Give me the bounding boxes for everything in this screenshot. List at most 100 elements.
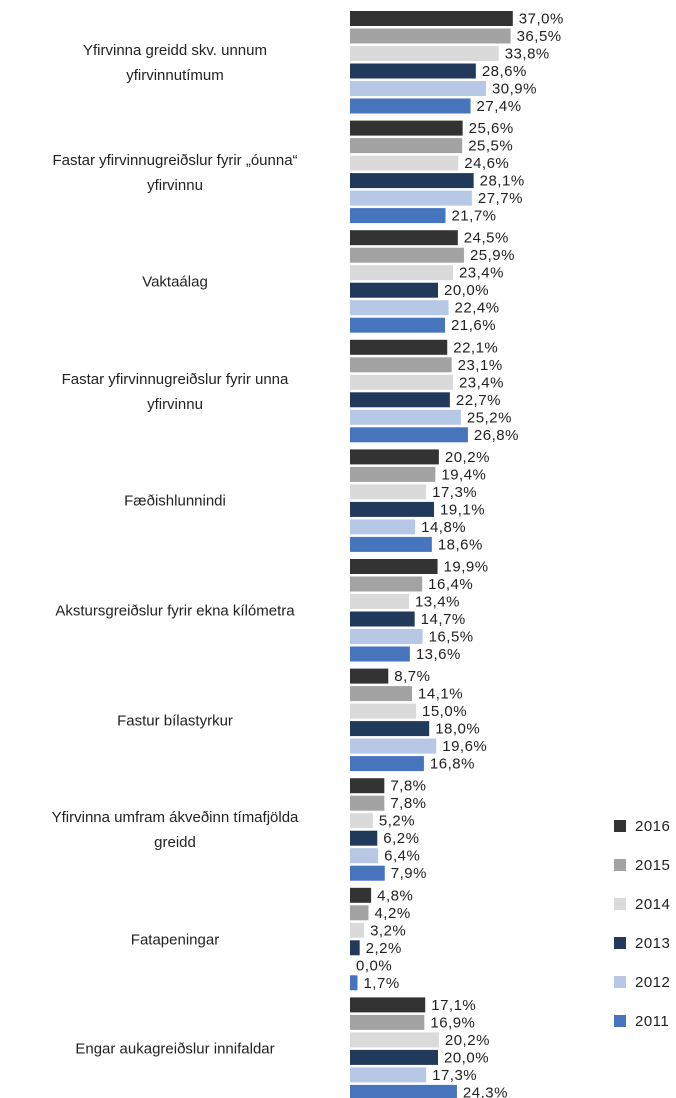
bar bbox=[350, 484, 427, 500]
value-label: 27,4% bbox=[477, 98, 522, 115]
value-label: 2,2% bbox=[366, 940, 402, 957]
category-label: Fastur bílastyrkur bbox=[117, 712, 233, 730]
value-label: 21,6% bbox=[451, 317, 496, 334]
bar bbox=[350, 282, 438, 298]
value-label: 18,6% bbox=[438, 536, 483, 553]
value-label: 36,5% bbox=[517, 28, 562, 45]
value-label: 6,2% bbox=[383, 830, 419, 847]
bar bbox=[350, 997, 426, 1013]
bar bbox=[350, 449, 439, 465]
value-label: 22,1% bbox=[453, 339, 498, 356]
bar bbox=[350, 409, 461, 425]
bar bbox=[350, 721, 430, 737]
bar bbox=[350, 975, 358, 991]
value-label: 16,5% bbox=[429, 628, 474, 645]
bar bbox=[350, 940, 360, 956]
bar bbox=[350, 339, 448, 355]
bar bbox=[350, 576, 423, 592]
value-label: 6,4% bbox=[384, 848, 420, 865]
bar bbox=[350, 905, 369, 921]
value-label: 26,8% bbox=[474, 427, 519, 444]
value-label: 23,4% bbox=[459, 374, 504, 391]
legend-label: 2016 bbox=[635, 818, 670, 835]
value-label: 8,7% bbox=[394, 668, 430, 685]
value-label: 7,8% bbox=[390, 795, 426, 812]
legend-swatch bbox=[614, 937, 626, 949]
category-label: Fatapeningar bbox=[130, 931, 220, 949]
value-label: 16,9% bbox=[430, 1014, 475, 1031]
value-label: 0,0% bbox=[356, 957, 392, 974]
category-label: Fæðishlunnindi bbox=[124, 492, 226, 510]
legend-label: 2013 bbox=[635, 935, 670, 952]
value-label: 7,9% bbox=[391, 865, 427, 882]
bar bbox=[350, 611, 415, 627]
value-label: 33,8% bbox=[505, 45, 550, 62]
bar bbox=[350, 28, 511, 44]
value-label: 14,8% bbox=[421, 519, 466, 536]
value-label: 17,3% bbox=[432, 484, 477, 501]
bar bbox=[350, 392, 450, 408]
value-label: 16,4% bbox=[428, 576, 473, 593]
value-label: 16,8% bbox=[430, 756, 475, 773]
bar bbox=[350, 501, 435, 517]
value-label: 37,0% bbox=[519, 10, 564, 27]
bar bbox=[350, 265, 453, 281]
value-label: 17,3% bbox=[432, 1067, 477, 1084]
value-label: 20,0% bbox=[444, 282, 489, 299]
value-label: 23,1% bbox=[458, 357, 503, 374]
bar bbox=[350, 230, 458, 246]
bar bbox=[350, 536, 432, 552]
bar bbox=[350, 629, 423, 644]
bar bbox=[350, 11, 513, 26]
value-label: 4,8% bbox=[377, 887, 413, 904]
bar bbox=[350, 357, 452, 373]
value-label: 30,9% bbox=[492, 80, 537, 97]
category-label: Engar aukagreiðslur innifaldar bbox=[75, 1040, 275, 1058]
value-label: 20,2% bbox=[445, 449, 490, 466]
bar bbox=[350, 300, 449, 316]
value-label: 22,4% bbox=[455, 300, 500, 317]
bar bbox=[350, 922, 365, 938]
value-label: 19,1% bbox=[440, 501, 485, 518]
bar bbox=[350, 190, 472, 206]
value-label: 21,7% bbox=[451, 208, 496, 225]
category-label: Vaktaálag bbox=[142, 273, 208, 291]
bar bbox=[350, 138, 463, 154]
bar bbox=[350, 830, 378, 846]
category-label: Akstursgreiðslur fyrir ekna kílómetra bbox=[55, 602, 295, 620]
value-label: 24,6% bbox=[464, 155, 509, 172]
value-label: 25,9% bbox=[470, 247, 515, 264]
bar bbox=[350, 1014, 425, 1030]
value-label: 19,4% bbox=[441, 466, 486, 483]
value-label: 23,4% bbox=[459, 265, 504, 282]
category-label: Fastar yfirvinnugreiðslur fyrir unna yfi… bbox=[61, 370, 289, 413]
value-label: 20,0% bbox=[444, 1049, 489, 1066]
value-label: 15,0% bbox=[422, 703, 467, 720]
bar bbox=[350, 848, 379, 864]
bar bbox=[350, 427, 468, 443]
bar bbox=[350, 594, 409, 609]
bar bbox=[350, 519, 416, 535]
value-label: 18,0% bbox=[435, 721, 480, 738]
value-label: 17,1% bbox=[431, 997, 476, 1014]
bar bbox=[350, 865, 385, 881]
bar bbox=[350, 208, 446, 224]
bar bbox=[350, 703, 416, 719]
value-label: 22,7% bbox=[456, 392, 501, 409]
bar bbox=[350, 1067, 427, 1083]
category-label: Yfirvinna greidd skv. unnum yfirvinnutím… bbox=[83, 42, 267, 84]
value-label: 20,2% bbox=[445, 1032, 490, 1049]
bar bbox=[350, 1084, 457, 1098]
bar bbox=[350, 317, 446, 333]
value-label: 19,6% bbox=[442, 738, 487, 755]
value-label: 25,2% bbox=[467, 409, 512, 426]
bar bbox=[350, 559, 438, 574]
bar bbox=[350, 466, 436, 482]
bar bbox=[350, 795, 385, 811]
legend-swatch bbox=[614, 859, 626, 871]
bar bbox=[350, 646, 410, 662]
legend-label: 2011 bbox=[635, 1013, 669, 1030]
category-label: Yfirvinna umfram ákveðinn tímafjölda gre… bbox=[51, 809, 299, 852]
